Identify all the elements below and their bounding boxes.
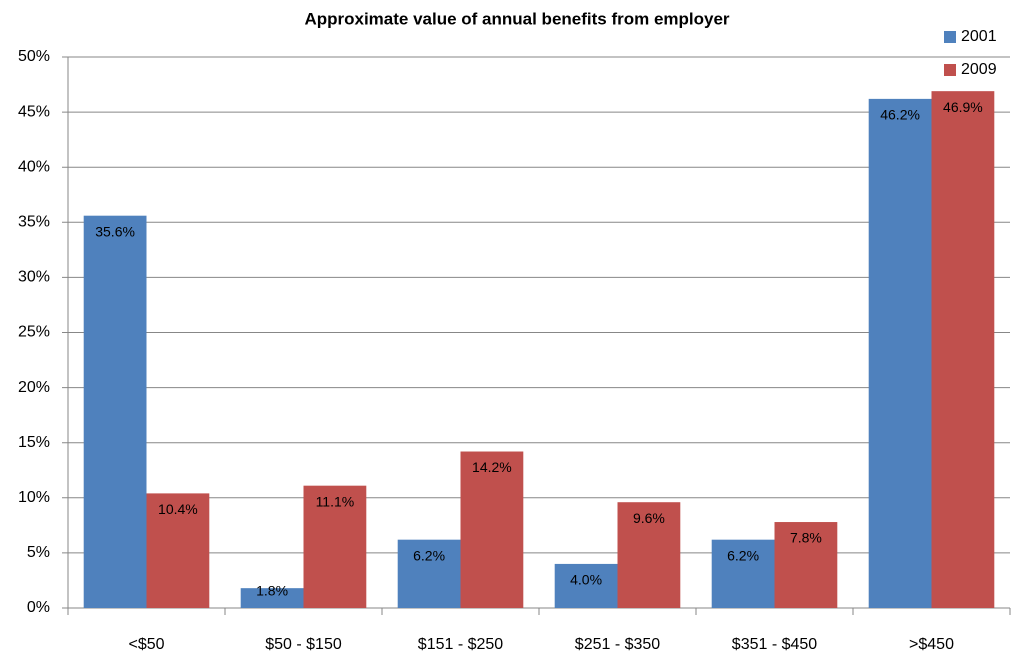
x-tick-label: $351 - $450 xyxy=(732,636,818,653)
x-tick-label: $251 - $350 xyxy=(575,636,661,653)
y-tick-label: 20% xyxy=(18,379,50,396)
y-tick-label: 30% xyxy=(18,269,50,286)
bar xyxy=(617,502,681,608)
bar xyxy=(554,563,618,608)
legend-swatch xyxy=(944,31,956,43)
y-tick-label: 25% xyxy=(18,324,50,341)
y-tick-label: 40% xyxy=(18,158,50,175)
legend-swatch xyxy=(944,64,956,76)
bar xyxy=(868,98,932,608)
value-label: 4.0% xyxy=(570,572,602,588)
bar xyxy=(240,588,304,608)
x-tick-label: $50 - $150 xyxy=(265,636,342,653)
bar xyxy=(303,485,367,608)
legend-label: 2009 xyxy=(961,61,997,78)
y-tick-label: 50% xyxy=(18,48,50,65)
x-tick-label: <$50 xyxy=(128,636,164,653)
y-tick-label: 35% xyxy=(18,214,50,231)
value-label: 46.2% xyxy=(880,107,920,123)
value-label: 11.1% xyxy=(316,493,355,509)
value-label: 7.8% xyxy=(790,530,822,546)
y-tick-label: 15% xyxy=(18,434,50,451)
bar xyxy=(711,539,775,608)
bar xyxy=(146,493,210,608)
y-tick-label: 0% xyxy=(27,599,50,616)
value-label: 35.6% xyxy=(95,223,135,239)
value-label: 10.4% xyxy=(158,501,198,517)
bar xyxy=(83,215,147,609)
value-label: 14.2% xyxy=(472,459,512,475)
value-label: 46.9% xyxy=(943,99,983,115)
x-tick-label: >$450 xyxy=(909,636,954,653)
bar xyxy=(460,451,524,608)
bar xyxy=(397,539,461,608)
chart-title: Approximate value of annual benefits fro… xyxy=(304,9,729,28)
value-label: 9.6% xyxy=(633,510,665,526)
value-label: 6.2% xyxy=(727,547,759,563)
bar xyxy=(774,522,838,608)
value-label: 6.2% xyxy=(413,547,445,563)
y-tick-label: 10% xyxy=(18,489,50,506)
legend-label: 2001 xyxy=(961,28,997,45)
x-tick-label: $151 - $250 xyxy=(418,636,504,653)
y-tick-label: 5% xyxy=(27,544,50,561)
bar xyxy=(931,91,995,609)
value-label: 1.8% xyxy=(256,583,288,599)
y-tick-label: 45% xyxy=(18,103,50,120)
